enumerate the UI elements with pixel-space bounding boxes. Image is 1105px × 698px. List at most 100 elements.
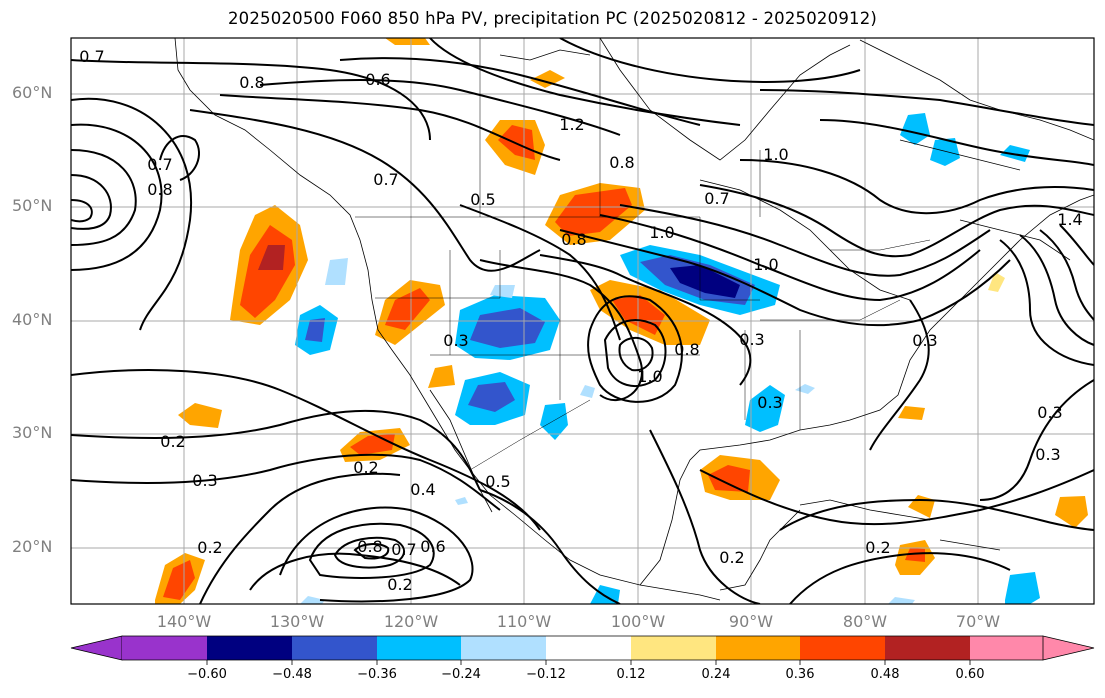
contour-label: 0.3 <box>192 471 217 490</box>
longitude-label: 70°W <box>955 612 1001 631</box>
contour-label: 0.7 <box>391 540 416 559</box>
colorbar-tick-label: −0.48 <box>272 667 312 682</box>
contour-label: 0.2 <box>865 538 890 557</box>
precip-patch <box>470 308 545 348</box>
colorbar-segment <box>292 636 377 660</box>
contour-label: 0.7 <box>79 47 104 66</box>
contour-label: 0.8 <box>357 537 382 556</box>
contour-label: 1.2 <box>559 115 584 134</box>
precip-patch <box>385 288 430 330</box>
precip-patch <box>258 245 285 270</box>
map-frame <box>70 37 1095 605</box>
contour-label: 0.3 <box>912 331 937 350</box>
precip-patch <box>898 406 925 420</box>
precip-patch <box>905 548 925 562</box>
colorbar-tick-label: 0.60 <box>955 667 985 682</box>
contour-label: 0.5 <box>485 472 510 491</box>
precip-patch <box>580 385 595 398</box>
latitude-label: 60°N <box>12 83 53 102</box>
contour-label-group: 0.8 0.6 0.7 0.8 0.7 0.5 1.2 0.8 0.7 1.0 … <box>79 47 1082 594</box>
precip-patch <box>555 188 632 236</box>
colorbar-tick-label: −0.12 <box>526 667 566 682</box>
precip-patch <box>988 272 1005 292</box>
precip-patch <box>888 597 915 604</box>
colorbar-tick-label: 0.36 <box>785 667 815 682</box>
colorbar-segment <box>970 636 1043 660</box>
precip-patch <box>670 265 740 298</box>
precip-patch <box>745 385 785 432</box>
colorbar-tick-label: 0.48 <box>870 667 900 682</box>
precip-patch <box>305 318 325 342</box>
contour-label: 0.3 <box>443 331 468 350</box>
borders <box>355 38 931 471</box>
colorbar-extend-high <box>1042 635 1095 661</box>
contour-label: 0.8 <box>239 73 264 92</box>
colorbar-segment <box>546 636 631 660</box>
colorbar-segment <box>800 636 885 660</box>
contour-label: 0.3 <box>1037 403 1062 422</box>
contour-label: 0.7 <box>147 155 172 174</box>
colorbar-tick-label: −0.60 <box>187 667 227 682</box>
precip-patch <box>1005 572 1040 604</box>
contour-label: 0.2 <box>719 548 744 567</box>
longitude-label: 100°W <box>610 612 666 631</box>
contour-label: 0.2 <box>353 458 378 477</box>
contour-label: 0.3 <box>739 330 764 349</box>
contour-label: 0.2 <box>387 575 412 594</box>
precip-patch <box>455 497 468 505</box>
contour-label: 0.8 <box>561 230 586 249</box>
colorbar-segment <box>631 636 716 660</box>
colorbar <box>70 635 1095 665</box>
precip-shading <box>155 38 1088 604</box>
precip-patch <box>428 365 455 388</box>
contour-label: 0.3 <box>1035 445 1060 464</box>
colorbar-tick-label: −0.24 <box>441 667 481 682</box>
precip-patch <box>163 560 195 600</box>
colorbar-segment <box>377 636 461 660</box>
contour-label: 0.7 <box>704 189 729 208</box>
longitude-label: 130°W <box>269 612 325 631</box>
contour-label: 0.8 <box>147 180 172 199</box>
contour-label: 1.0 <box>753 255 778 274</box>
latitude-label: 50°N <box>12 196 53 215</box>
precip-patch <box>490 285 515 298</box>
contour-label: 0.6 <box>365 70 390 89</box>
colorbar-segment <box>207 636 292 660</box>
contour-label: 0.7 <box>373 170 398 189</box>
contour-label: 0.3 <box>757 393 782 412</box>
longitude-label: 120°W <box>383 612 439 631</box>
contour-label: 1.0 <box>637 367 662 386</box>
map-title: 2025020500 F060 850 hPa PV, precipitatio… <box>227 9 878 28</box>
precip-patch <box>325 258 348 285</box>
contour-label: 1.0 <box>763 145 788 164</box>
precip-patch <box>178 403 222 428</box>
precip-patch <box>530 70 565 88</box>
precip-patch <box>930 138 960 166</box>
longitude-label: 90°W <box>728 612 774 631</box>
coastlines <box>174 38 1094 601</box>
contour-label: 0.8 <box>674 340 699 359</box>
graticule <box>71 38 1094 604</box>
contour-label: 0.2 <box>160 432 185 451</box>
pv-contours <box>71 38 1094 604</box>
latitude-label: 30°N <box>12 423 53 442</box>
colorbar-tick-label: −0.36 <box>357 667 397 682</box>
contour-label: 1.0 <box>649 223 674 242</box>
plot-area: 0.8 0.6 0.7 0.8 0.7 0.5 1.2 0.8 0.7 1.0 … <box>71 38 1094 604</box>
longitude-label: 110°W <box>496 612 552 631</box>
latitude-label: 20°N <box>12 537 53 556</box>
contour-label: 1.4 <box>1057 210 1082 229</box>
precip-patch <box>900 113 930 145</box>
precip-patch <box>300 596 325 604</box>
longitude-label: 80°W <box>842 612 888 631</box>
contour-label: 0.6 <box>420 537 445 556</box>
colorbar-segment <box>716 636 800 660</box>
colorbar-segment <box>122 636 207 660</box>
contour-label: 0.5 <box>470 190 495 209</box>
latitude-label: 40°N <box>12 310 53 329</box>
colorbar-segment <box>885 636 970 660</box>
precip-patch <box>1055 496 1088 528</box>
contour-label: 0.4 <box>410 480 435 499</box>
longitude-label: 140°W <box>156 612 212 631</box>
